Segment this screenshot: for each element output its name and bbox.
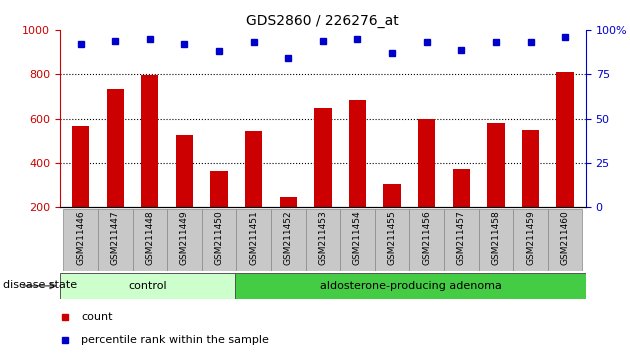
Bar [210, 171, 227, 251]
Bar [72, 126, 89, 251]
Text: GSM211455: GSM211455 [387, 211, 397, 266]
Bar [556, 72, 574, 251]
Text: GSM211456: GSM211456 [422, 211, 431, 266]
Bar [236, 209, 271, 271]
Bar [410, 209, 444, 271]
Bar [132, 209, 167, 271]
Bar [98, 209, 132, 271]
Bar [167, 209, 202, 271]
Bar [453, 170, 470, 251]
Bar [235, 273, 586, 299]
Bar [340, 209, 375, 271]
Text: GSM211460: GSM211460 [561, 211, 570, 266]
Bar [479, 209, 513, 271]
Text: GSM211457: GSM211457 [457, 211, 466, 266]
Bar [418, 119, 435, 251]
Text: GSM211453: GSM211453 [318, 211, 328, 266]
Bar [306, 209, 340, 271]
Text: GSM211449: GSM211449 [180, 211, 189, 266]
Text: GSM211451: GSM211451 [249, 211, 258, 266]
Bar [271, 209, 306, 271]
Text: GSM211448: GSM211448 [146, 211, 154, 266]
Bar [513, 209, 548, 271]
Text: GSM211450: GSM211450 [215, 211, 224, 266]
Bar [375, 209, 410, 271]
Bar [444, 209, 479, 271]
Bar [314, 108, 331, 251]
Bar [384, 184, 401, 251]
Bar [176, 135, 193, 251]
Text: aldosterone-producing adenoma: aldosterone-producing adenoma [319, 281, 501, 291]
Bar [487, 124, 505, 251]
Text: GSM211459: GSM211459 [526, 211, 535, 266]
Text: GSM211446: GSM211446 [76, 211, 85, 266]
Text: GSM211447: GSM211447 [111, 211, 120, 266]
Bar [106, 89, 124, 251]
Text: percentile rank within the sample: percentile rank within the sample [81, 335, 269, 346]
Bar [60, 273, 235, 299]
Bar [522, 130, 539, 251]
Bar [63, 209, 98, 271]
Title: GDS2860 / 226276_at: GDS2860 / 226276_at [246, 14, 399, 28]
Text: GSM211458: GSM211458 [491, 211, 500, 266]
Bar [349, 100, 366, 251]
Text: disease state: disease state [3, 280, 77, 290]
Bar [548, 209, 583, 271]
Bar [141, 75, 159, 251]
Bar [245, 131, 262, 251]
Text: GSM211452: GSM211452 [284, 211, 293, 266]
Text: GSM211454: GSM211454 [353, 211, 362, 266]
Bar [202, 209, 236, 271]
Text: count: count [81, 312, 112, 322]
Text: control: control [129, 281, 167, 291]
Bar [280, 197, 297, 251]
